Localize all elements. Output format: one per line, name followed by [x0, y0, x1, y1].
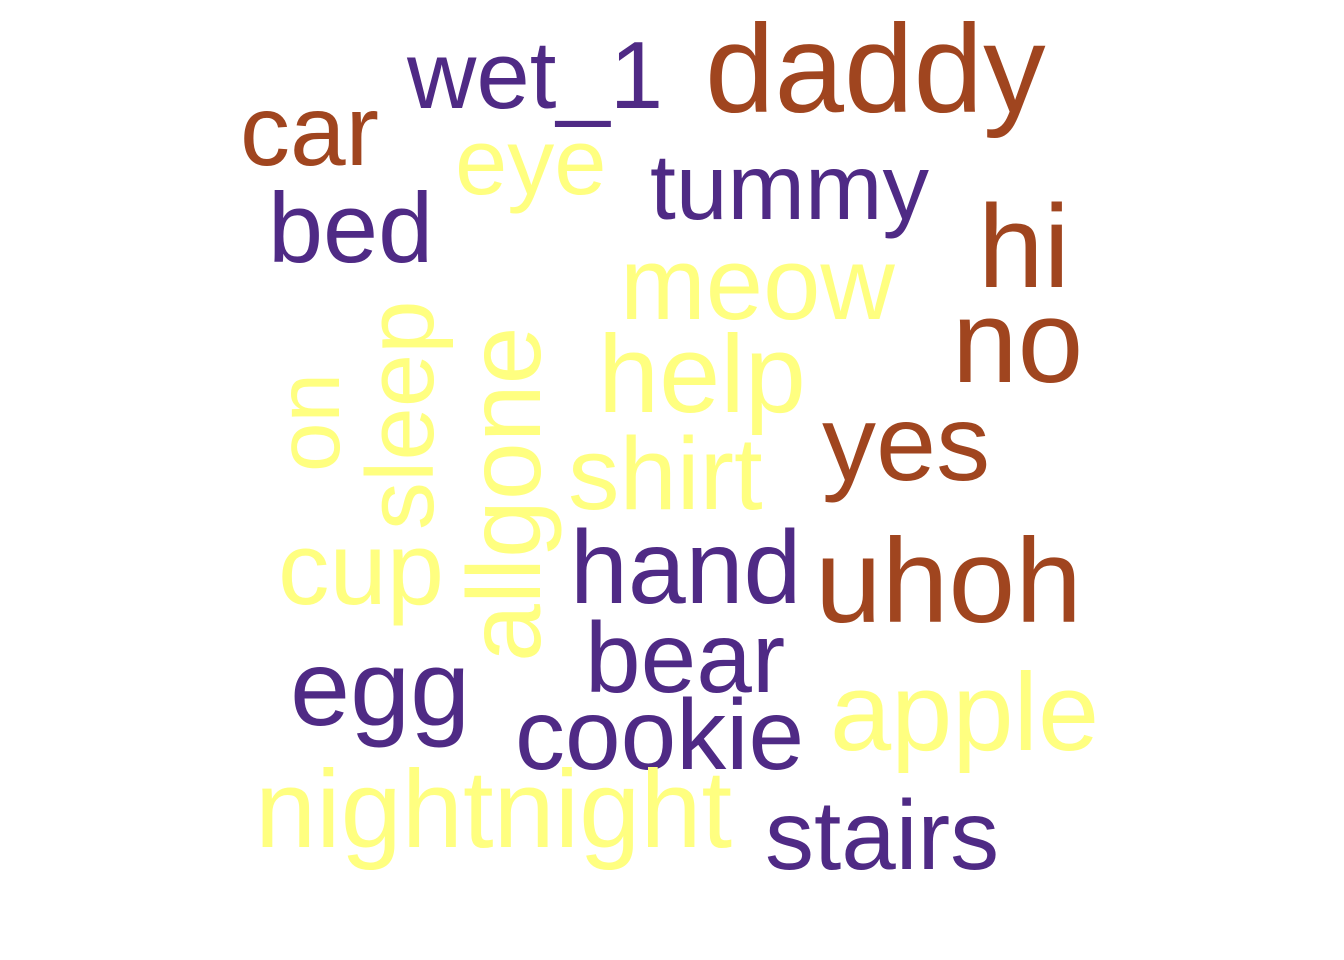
word-wet-1: wet_1: [407, 22, 664, 130]
word-sleep: sleep: [347, 300, 455, 531]
word-car: car: [240, 74, 379, 187]
word-help: help: [598, 313, 806, 437]
word-apple: apple: [830, 651, 1100, 775]
word-hand: hand: [570, 509, 802, 626]
word-allgone: allgone: [446, 326, 563, 662]
word-shirt: shirt: [568, 415, 763, 531]
word-meow: meow: [620, 225, 895, 341]
word-stairs: stairs: [765, 780, 1000, 891]
word-bed: bed: [268, 172, 434, 284]
word-hi: hi: [978, 181, 1070, 314]
word-eye: eye: [455, 108, 607, 214]
word-cookie: cookie: [515, 678, 805, 791]
word-egg: egg: [290, 627, 471, 749]
word-daddy: daddy: [705, 0, 1046, 139]
word-yes: yes: [822, 382, 991, 504]
word-on: on: [258, 373, 359, 472]
word-no: no: [952, 276, 1084, 409]
word-cup: cup: [278, 510, 445, 626]
word-tummy: tummy: [650, 134, 929, 239]
word-uhoh: uhoh: [815, 514, 1082, 649]
word-nightnight: nightnight: [255, 748, 733, 872]
word-bear: bear: [585, 601, 786, 714]
